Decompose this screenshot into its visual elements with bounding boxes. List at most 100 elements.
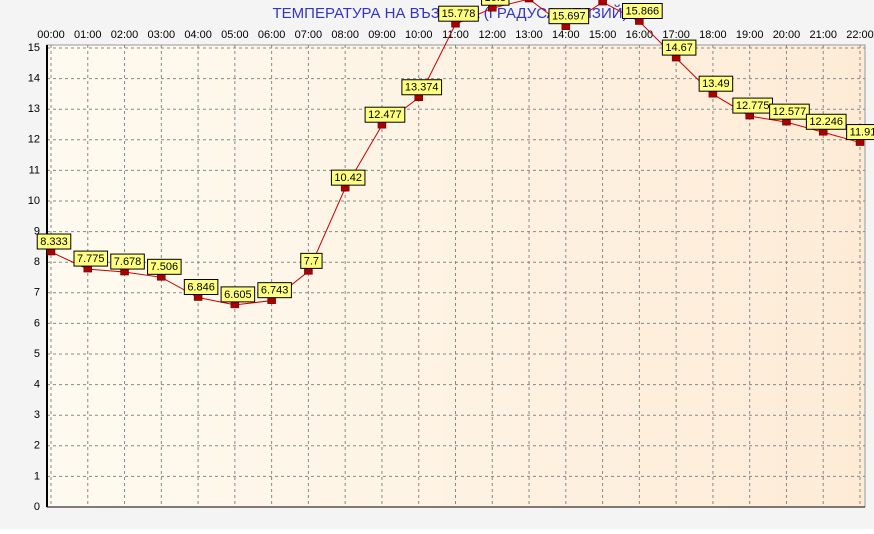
x-tick-label: 10:00: [405, 29, 433, 41]
data-label: 12.577: [773, 106, 807, 118]
data-label: 12.775: [736, 100, 770, 112]
x-tick-label: 02:00: [111, 29, 139, 41]
y-tick-label: 7: [34, 287, 40, 299]
y-tick-label: 2: [34, 440, 40, 452]
data-label-box: [481, 0, 510, 6]
data-label-box: [698, 75, 734, 92]
data-label-box: [73, 250, 109, 267]
data-label-box: [220, 286, 256, 303]
point: [598, 0, 607, 6]
data-label: 6.605: [224, 289, 252, 301]
data-label-box: [300, 252, 323, 269]
point: [193, 294, 203, 301]
y-tick-label: 3: [34, 409, 40, 421]
point: [855, 139, 865, 146]
y-tick-label: 4: [34, 379, 40, 391]
data-label-box: [183, 279, 219, 296]
x-tick-label: 01:00: [74, 29, 102, 41]
data-label: 16.3: [485, 0, 506, 4]
point: [230, 301, 240, 309]
data-label-box: [364, 106, 406, 123]
x-tick-label: 11:00: [442, 29, 469, 41]
x-tick-label: 06:00: [258, 29, 286, 41]
x-tick-label: 08:00: [331, 29, 359, 41]
data-label-box: [110, 253, 145, 270]
data-label: 6.743: [261, 285, 289, 297]
y-tick-label: 5: [34, 348, 40, 360]
y-tick-label: 14: [28, 73, 40, 85]
point: [635, 18, 644, 25]
x-tick-label: 15:00: [589, 29, 617, 41]
point: [83, 265, 93, 273]
x-tick-label: 13:00: [515, 29, 543, 41]
y-tick-label: 10: [28, 195, 40, 207]
data-label: 7.7: [304, 255, 319, 267]
x-tick-label: 05:00: [221, 29, 249, 41]
data-label: 15.866: [626, 5, 660, 17]
data-label: 15.697: [552, 11, 586, 23]
point: [340, 184, 350, 192]
data-label: 14.67: [665, 42, 693, 54]
point: [46, 248, 56, 256]
data-label-box: [661, 39, 697, 56]
point: [304, 268, 313, 275]
point: [782, 118, 791, 126]
y-tick-label: 9: [34, 226, 40, 238]
y-tick-label: 15: [28, 42, 40, 54]
y-tick-label: 12: [28, 134, 40, 146]
data-label: 12.477: [368, 109, 402, 121]
point: [708, 90, 718, 98]
x-tick-label: 12:00: [479, 29, 507, 41]
x-tick-label: 20:00: [773, 29, 801, 41]
x-tick-label: 22:00: [846, 29, 874, 41]
x-tick-label: 18:00: [699, 29, 727, 41]
data-label: 11.91: [850, 126, 874, 138]
point: [451, 20, 460, 28]
data-label-box: [36, 233, 72, 250]
x-tick-label: 07:00: [295, 29, 323, 41]
y-tick-label: 0: [34, 501, 40, 513]
point: [745, 112, 754, 120]
data-label: 7.506: [151, 261, 179, 273]
data-label: 15.778: [442, 8, 476, 20]
point: [120, 268, 129, 276]
data-label-box: [401, 79, 443, 96]
point: [671, 54, 681, 62]
x-tick-label: 21:00: [809, 29, 837, 41]
y-tick-label: 13: [28, 103, 40, 115]
x-tick-label: 17:00: [662, 29, 690, 41]
point: [561, 23, 571, 30]
y-tick-label: 1: [34, 470, 40, 482]
data-label: 6.846: [187, 281, 215, 293]
data-label-box: [622, 3, 663, 20]
x-tick-label: 14:00: [552, 29, 580, 41]
data-label: 7.678: [114, 256, 142, 268]
data-label-box: [548, 8, 590, 25]
data-label: 8.333: [40, 236, 68, 248]
data-label-box: [257, 282, 292, 299]
y-tick-label: 8: [34, 256, 40, 268]
data-label: 12.246: [809, 116, 843, 128]
x-tick-label: 03:00: [148, 29, 176, 41]
point: [524, 0, 534, 3]
point: [488, 4, 497, 12]
point: [377, 121, 387, 129]
data-label-box: [846, 124, 874, 141]
point: [267, 297, 276, 304]
y-tick-label: 11: [29, 164, 40, 176]
data-label: 7.775: [77, 253, 105, 265]
data-label: 10.42: [334, 172, 362, 184]
point: [414, 94, 423, 102]
data-label-box: [769, 103, 810, 120]
point: [157, 274, 166, 281]
data-label-box: [330, 169, 366, 186]
x-tick-label: 00:00: [37, 29, 65, 41]
x-tick-label: 19:00: [736, 29, 764, 41]
point: [818, 129, 828, 136]
data-label-box: [438, 5, 479, 22]
x-tick-label: 04:00: [184, 29, 212, 41]
x-tick-label: 16:00: [626, 29, 654, 41]
x-tick-label: 09:00: [368, 29, 396, 41]
